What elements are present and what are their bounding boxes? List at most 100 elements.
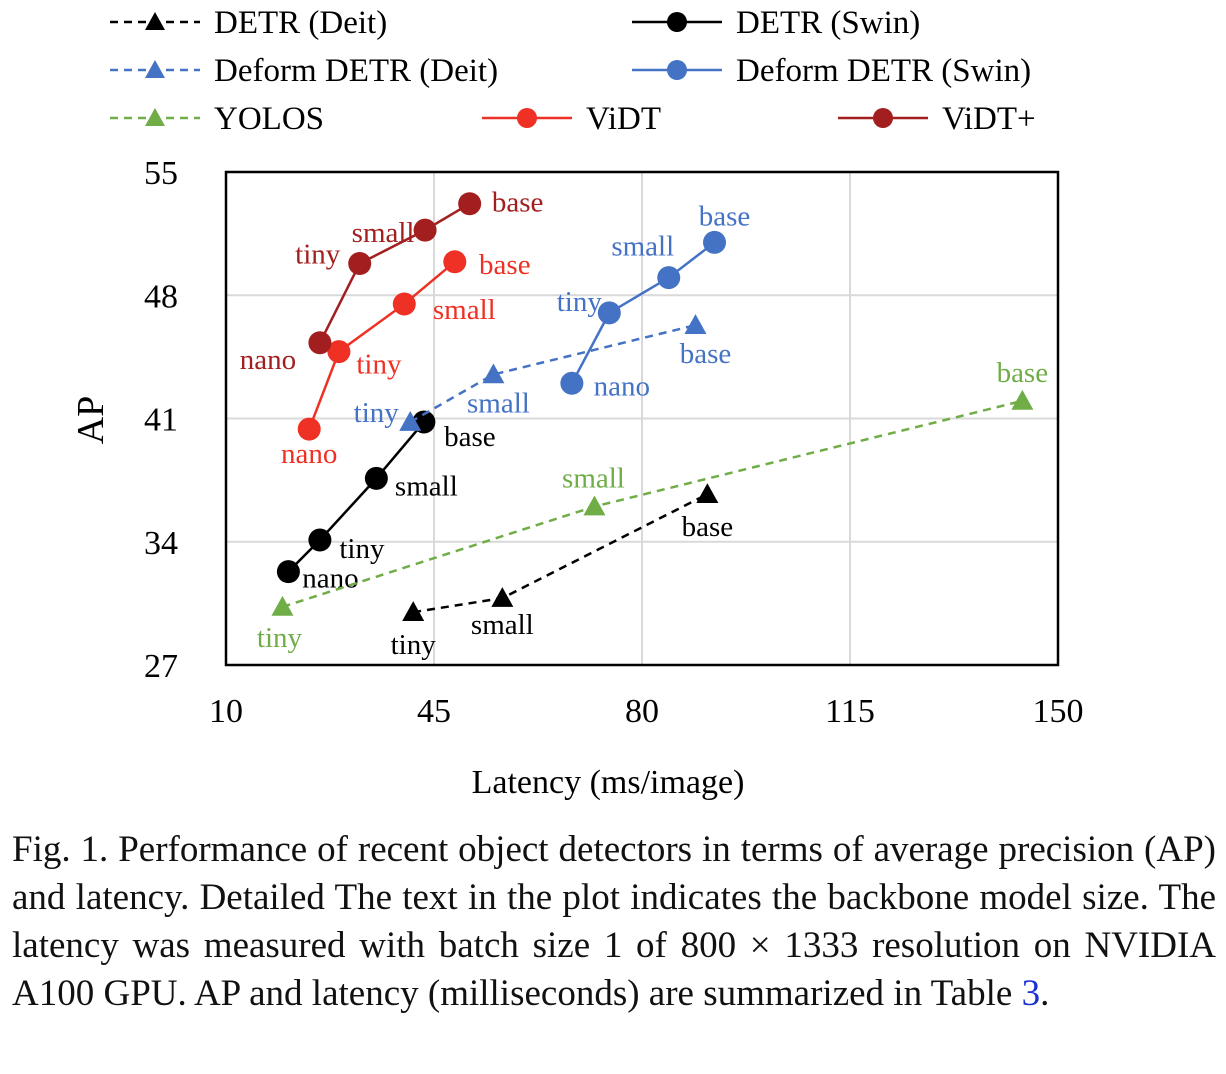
- data-point: [703, 230, 727, 254]
- data-point: [1011, 389, 1034, 410]
- point-label: tiny: [354, 397, 400, 429]
- legend-item: YOLOS: [110, 101, 324, 137]
- data-point: [402, 601, 425, 621]
- series-line: [287, 421, 425, 573]
- data-point: [458, 192, 482, 216]
- y-tick-label: 41: [144, 402, 178, 439]
- x-tick-label: 150: [1033, 693, 1084, 730]
- data-point: [392, 292, 416, 316]
- legend-marker: [145, 108, 165, 126]
- point-label: base: [682, 511, 734, 543]
- axes: 10 45 80 115 150 27 34 41 48 55: [144, 155, 1084, 730]
- series-line: [318, 202, 471, 344]
- data-point: [308, 528, 332, 552]
- series-line: [282, 399, 1023, 609]
- legend-item: Deform DETR (Deit): [110, 53, 498, 89]
- data-point: [657, 266, 681, 290]
- legend-marker: [667, 12, 687, 32]
- x-axis-label: Latency (ms/image): [472, 764, 745, 800]
- caption-text: Fig. 1. Performance of recent object det…: [12, 829, 1216, 1014]
- data-point: [696, 483, 719, 504]
- point-label: base: [699, 200, 751, 232]
- y-tick-label: 34: [144, 525, 178, 562]
- y-tick-label: 55: [144, 155, 178, 192]
- data-point: [443, 250, 467, 274]
- point-label: small: [562, 463, 625, 495]
- point-label: base: [680, 338, 732, 370]
- series-line: [413, 493, 708, 614]
- legend-label: Deform DETR (Swin): [736, 53, 1031, 89]
- series-group: nano tiny small base: [240, 187, 544, 376]
- point-label: small: [433, 294, 496, 326]
- point-label: small: [467, 387, 530, 419]
- data-point: [308, 331, 332, 355]
- point-label: base: [492, 187, 544, 219]
- legend-label: DETR (Deit): [214, 5, 387, 41]
- legend-label: YOLOS: [214, 101, 324, 137]
- plot-frame: [224, 170, 1060, 667]
- series-line: [308, 260, 456, 430]
- series-line: [570, 241, 716, 384]
- data-point: [482, 363, 505, 384]
- point-label: nano: [302, 563, 358, 595]
- point-label: nano: [594, 370, 650, 402]
- x-tick-label: 115: [825, 693, 875, 730]
- data-point: [413, 218, 437, 242]
- point-label: nano: [281, 438, 337, 470]
- point-label: tiny: [391, 629, 437, 661]
- legend-item: DETR (Swin): [632, 5, 920, 41]
- point-label: tiny: [356, 349, 402, 381]
- legend-marker: [145, 12, 165, 30]
- data-point: [597, 301, 621, 325]
- x-tick-label: 80: [625, 693, 659, 730]
- point-label: base: [479, 249, 531, 281]
- data-point: [271, 595, 294, 616]
- data-point: [583, 495, 606, 516]
- figure-caption: Fig. 1. Performance of recent object det…: [12, 826, 1216, 1018]
- x-tick-label: 10: [209, 693, 243, 730]
- legend-label: ViDT: [586, 101, 661, 137]
- legend-label: ViDT+: [942, 101, 1036, 137]
- data-point: [399, 411, 422, 431]
- data-point: [684, 314, 707, 334]
- data-point: [327, 340, 351, 364]
- data-point: [348, 252, 372, 276]
- series-group: tiny small base: [391, 483, 733, 661]
- legend-item: Deform DETR (Swin): [632, 53, 1031, 89]
- series-line: [409, 323, 696, 424]
- x-tick-label: 45: [417, 693, 451, 730]
- point-label: base: [997, 357, 1049, 389]
- caption-end: .: [1040, 973, 1050, 1014]
- data-point: [364, 466, 388, 490]
- y-axis-label: AP: [70, 396, 112, 445]
- legend-item: ViDT: [482, 101, 661, 137]
- legend-marker: [667, 60, 687, 80]
- point-label: tiny: [257, 622, 303, 654]
- point-label: small: [611, 231, 674, 263]
- point-label: base: [444, 421, 496, 453]
- point-label: tiny: [295, 239, 341, 271]
- y-tick-label: 27: [144, 648, 178, 685]
- legend-marker: [873, 108, 893, 128]
- data-point: [297, 417, 321, 441]
- data-point: [491, 587, 514, 607]
- legend-item: ViDT+: [838, 101, 1036, 137]
- point-label: nano: [240, 344, 296, 376]
- legend-label: DETR (Swin): [736, 5, 920, 41]
- data-point: [276, 560, 300, 584]
- table-reference-link[interactable]: 3: [1021, 973, 1041, 1014]
- series-group: tiny small base: [354, 314, 732, 431]
- point-label: small: [352, 217, 415, 249]
- data-point: [560, 371, 584, 395]
- point-label: tiny: [557, 286, 603, 318]
- legend-label: Deform DETR (Deit): [214, 53, 498, 89]
- point-label: small: [471, 609, 534, 641]
- y-tick-label: 48: [144, 278, 178, 315]
- legend-item: DETR (Deit): [110, 5, 387, 41]
